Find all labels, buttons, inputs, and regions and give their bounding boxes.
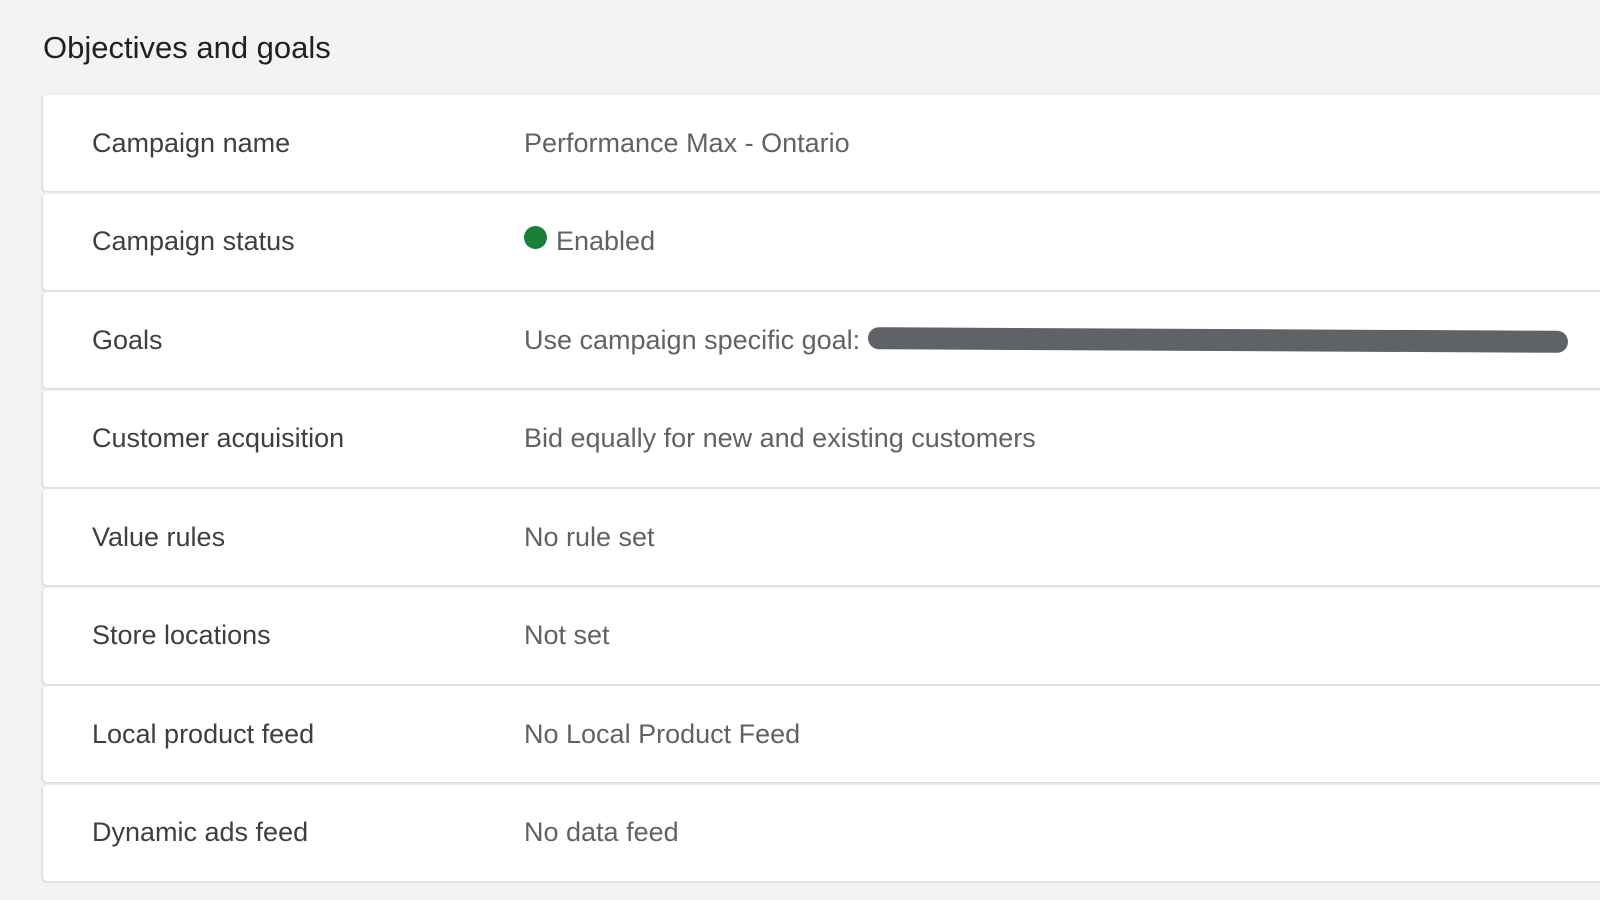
row-customer-acquisition[interactable]: Customer acquisition Bid equally for new…	[43, 390, 1600, 487]
redaction-mark	[868, 327, 1569, 353]
row-label: Dynamic ads feed	[92, 817, 309, 847]
row-dynamic-ads-feed[interactable]: Dynamic ads feed No data feed	[43, 784, 1600, 881]
row-label: Customer acquisition	[92, 423, 345, 453]
row-value: Bid equally for new and existing custome…	[524, 423, 1036, 453]
row-value-wrap: Use campaign specific goal:	[524, 324, 1569, 356]
row-campaign-name[interactable]: Campaign name Performance Max - Ontario	[43, 95, 1600, 191]
row-label: Local product feed	[92, 718, 315, 749]
row-label: Value rules	[92, 521, 226, 552]
section-title: Objectives and goals	[43, 30, 331, 65]
row-label: Campaign name	[92, 127, 291, 158]
objectives-card: Campaign name Performance Max - Ontario …	[43, 95, 1600, 883]
row-value-wrap: Enabled	[524, 226, 655, 257]
row-value-rules[interactable]: Value rules No rule set	[43, 489, 1600, 585]
row-value: Not set	[524, 620, 610, 650]
status-text: Enabled	[556, 226, 656, 256]
status-dot-icon	[524, 226, 547, 249]
row-value: Performance Max - Ontario	[524, 127, 850, 158]
row-value: Use campaign specific goal:	[524, 324, 861, 355]
row-label: Goals	[92, 324, 163, 355]
row-store-locations[interactable]: Store locations Not set	[43, 587, 1600, 684]
row-value: No Local Product Feed	[524, 718, 801, 749]
row-value: No rule set	[524, 521, 655, 552]
row-label: Store locations	[92, 620, 271, 650]
row-campaign-status[interactable]: Campaign status Enabled	[43, 193, 1600, 290]
row-value: No data feed	[524, 817, 679, 847]
row-goals[interactable]: Goals Use campaign specific goal:	[43, 292, 1600, 388]
row-local-product-feed[interactable]: Local product feed No Local Product Feed	[43, 686, 1600, 782]
row-label: Campaign status	[92, 226, 295, 256]
